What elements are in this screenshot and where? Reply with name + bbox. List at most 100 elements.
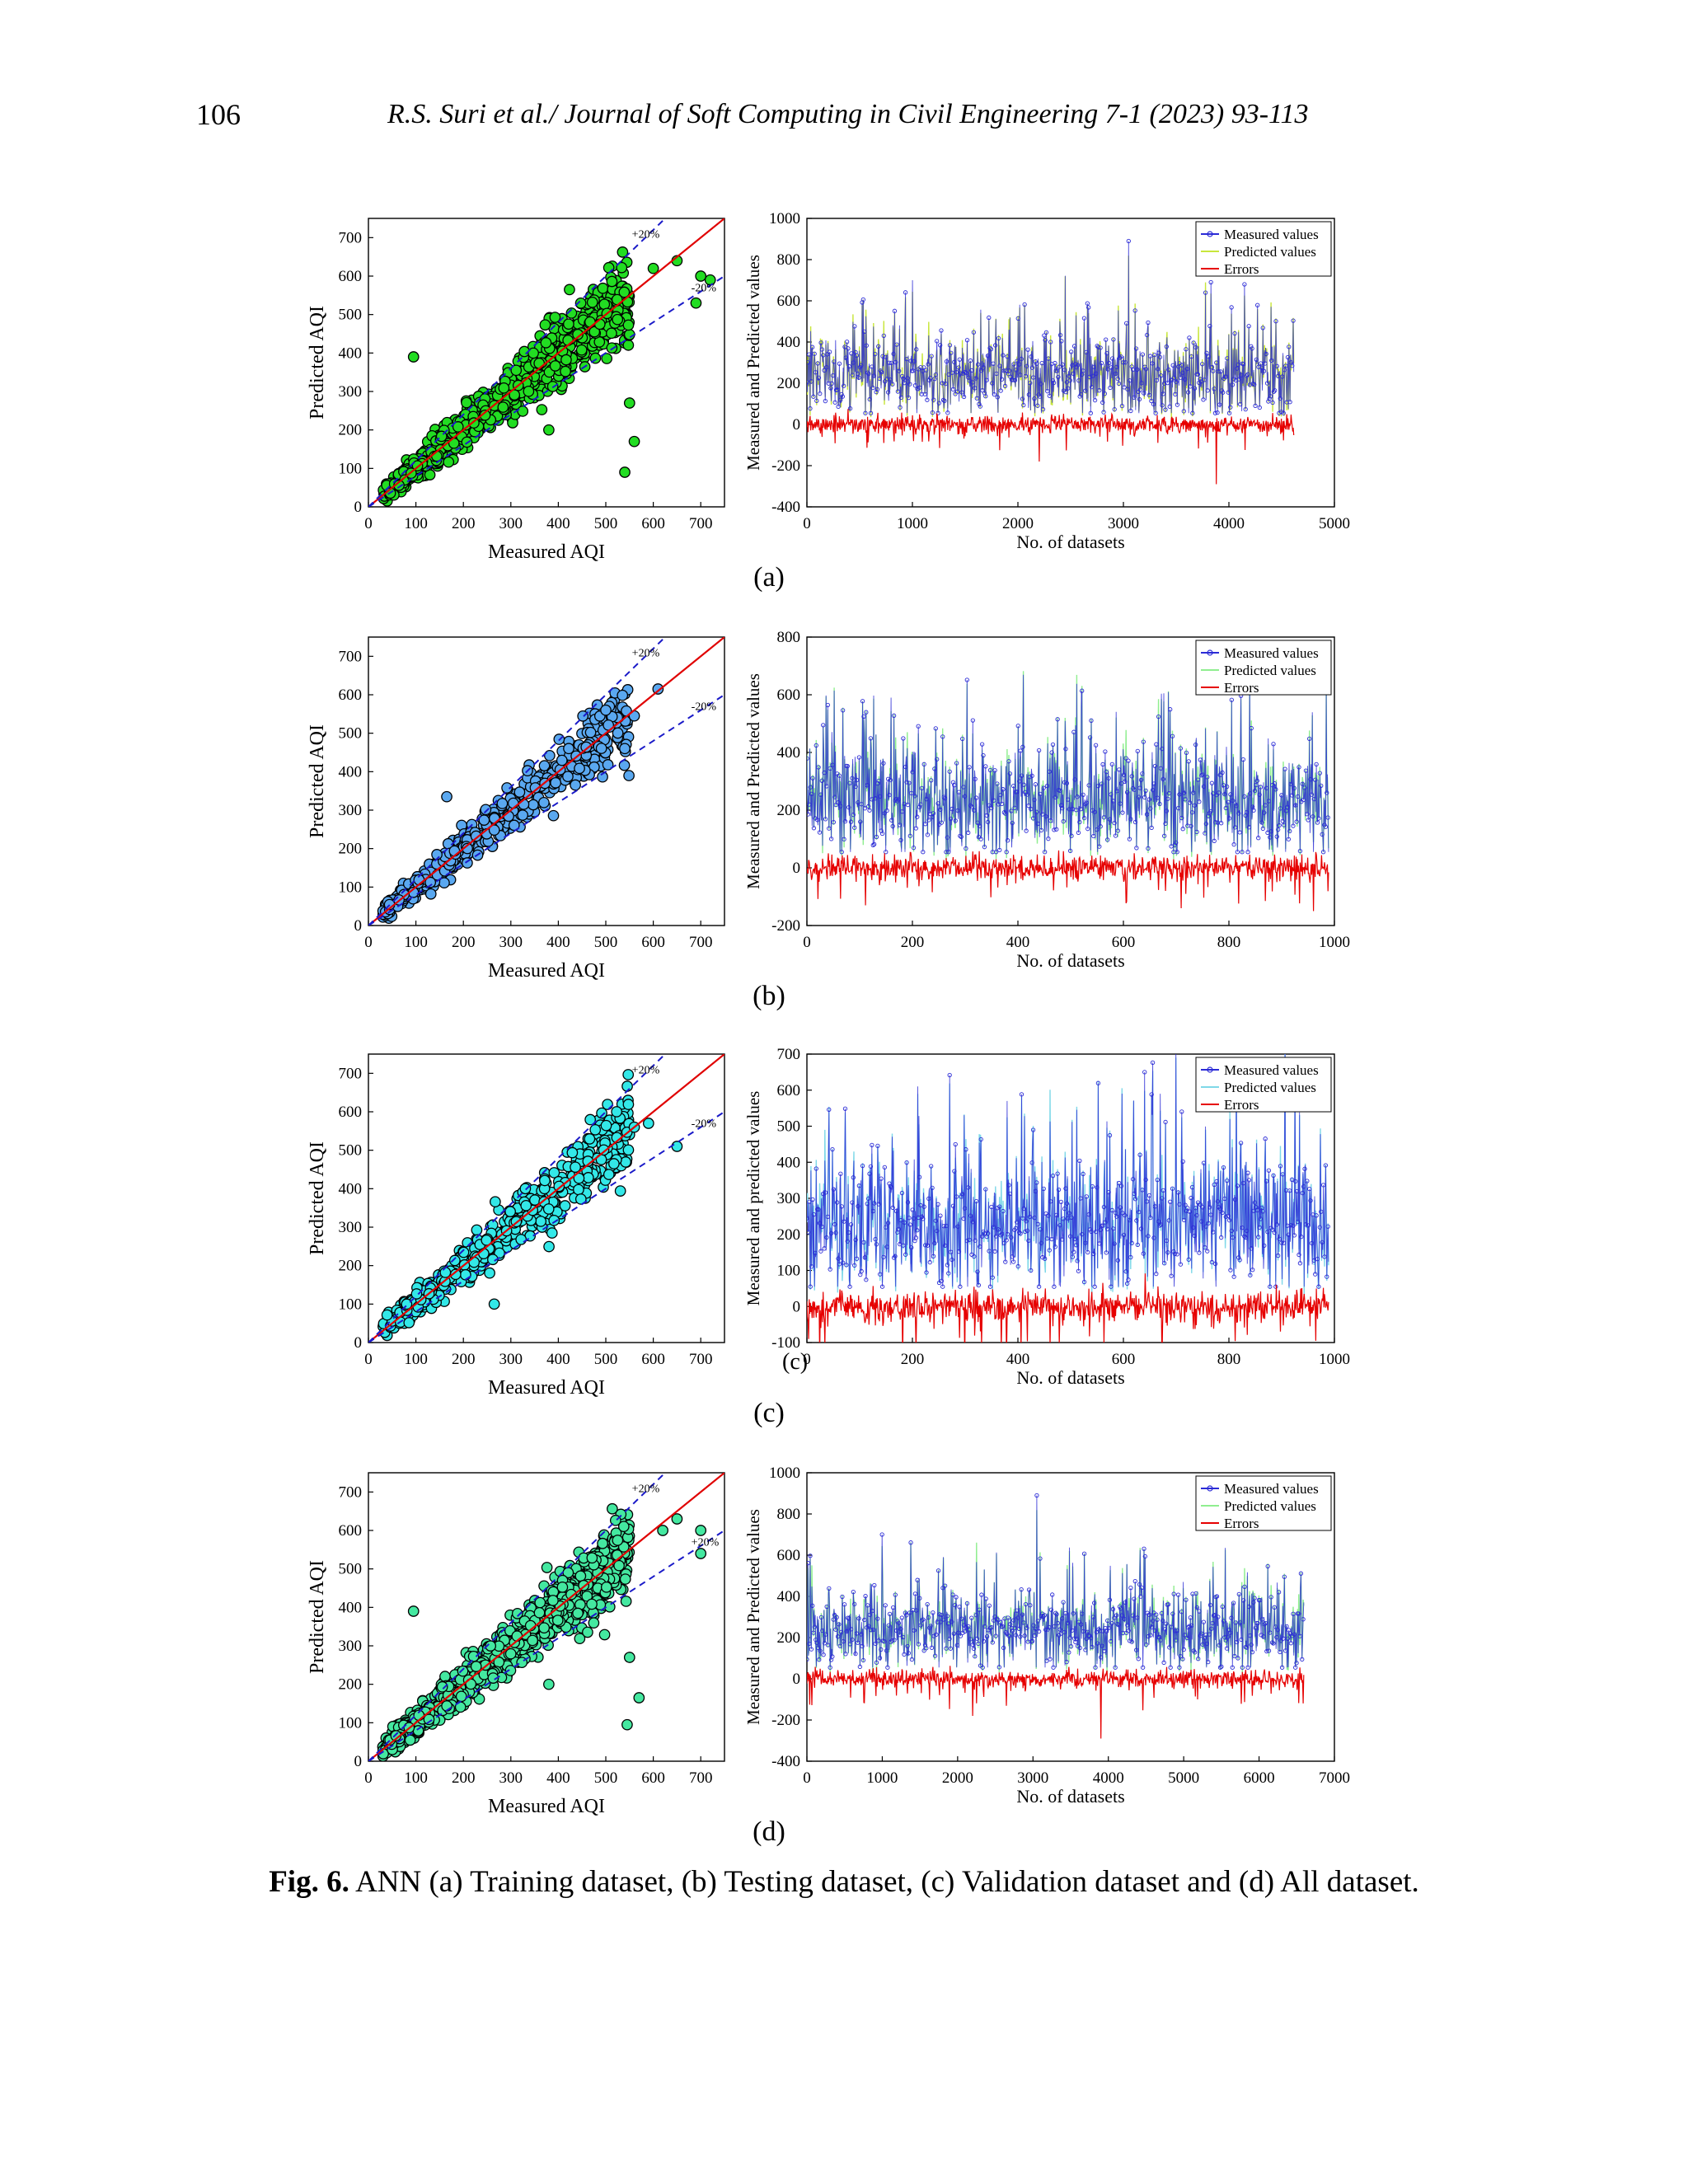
measured-point — [1290, 363, 1295, 368]
measured-point — [862, 806, 868, 811]
scatter-xtick-label: 700 — [689, 1769, 713, 1787]
measured-point — [1121, 772, 1127, 777]
scatter-point — [622, 319, 635, 331]
measured-point — [1087, 735, 1093, 740]
measured-point — [1090, 1184, 1095, 1189]
measured-point — [930, 1185, 935, 1191]
measured-point — [1201, 784, 1207, 789]
measured-point — [1228, 405, 1233, 410]
measured-point — [1047, 393, 1053, 398]
measured-point — [1067, 1211, 1071, 1216]
measured-point — [1155, 1177, 1160, 1183]
measured-point — [1197, 1250, 1202, 1255]
scatter-point — [564, 284, 575, 296]
measured-point — [1048, 818, 1053, 823]
measured-point — [930, 814, 935, 820]
measured-point — [969, 804, 974, 809]
measured-point — [1098, 345, 1103, 350]
measured-point — [964, 846, 968, 851]
measured-point — [1021, 402, 1026, 408]
measured-point — [1306, 818, 1311, 823]
measured-point — [1098, 824, 1103, 829]
measured-point — [807, 1641, 812, 1647]
measured-point — [1070, 1254, 1076, 1259]
scatter-point — [580, 741, 593, 753]
measured-point — [884, 850, 889, 855]
measured-point — [818, 1615, 824, 1620]
series-xtick-label: 600 — [1112, 1351, 1136, 1368]
measured-point — [815, 818, 820, 823]
measured-point — [1023, 790, 1028, 794]
measured-point — [807, 1216, 809, 1221]
measured-point — [845, 1239, 850, 1244]
measured-point — [1209, 780, 1215, 785]
measured-point — [937, 343, 943, 348]
measured-point — [959, 1194, 964, 1199]
scatter-point — [549, 312, 561, 323]
measured-point — [967, 765, 972, 770]
measured-point — [856, 1640, 860, 1645]
scatter-ytick-label: 200 — [339, 1676, 363, 1694]
measured-point — [1010, 1254, 1015, 1259]
measured-point — [830, 373, 836, 378]
measured-point — [1030, 816, 1036, 821]
measured-point — [1071, 371, 1076, 376]
scatter-frame — [368, 1472, 725, 1762]
measured-point — [1317, 1225, 1322, 1230]
measured-point — [823, 1190, 828, 1195]
measured-point — [1055, 1171, 1060, 1176]
measured-point — [931, 1610, 935, 1615]
measured-point — [919, 1618, 925, 1623]
measured-point — [922, 822, 928, 827]
measured-point — [939, 1278, 944, 1283]
scatter-xlabel: Measured AQI — [488, 960, 605, 982]
measured-point — [970, 718, 975, 723]
measured-point — [1156, 350, 1161, 355]
scatter-point — [584, 1133, 596, 1145]
measured-point — [860, 1163, 865, 1169]
measured-point — [836, 799, 841, 805]
measured-point — [969, 1615, 974, 1620]
measured-point — [1307, 736, 1312, 742]
scatter-point — [573, 1172, 585, 1184]
measured-point — [846, 346, 851, 351]
series-frame — [806, 218, 1335, 508]
measured-point — [1220, 1210, 1225, 1216]
measured-point — [818, 391, 823, 396]
measured-point — [1214, 1179, 1219, 1184]
measured-point — [902, 381, 907, 386]
scatter-ylabel: Predicted AQI — [307, 1560, 328, 1674]
measured-point — [1081, 316, 1087, 321]
scatter-point — [539, 1174, 551, 1187]
measured-point — [1254, 357, 1259, 363]
measured-point — [831, 819, 837, 825]
measured-point — [962, 1206, 968, 1211]
measured-point — [1222, 1196, 1227, 1202]
series-ylabel: Measured and Predicted values — [743, 255, 763, 471]
measured-point — [1226, 1217, 1232, 1223]
scatter-ytick-label: 600 — [339, 1104, 363, 1121]
measured-point — [935, 1568, 941, 1573]
measured-point — [1050, 1174, 1056, 1179]
scatter-xtick-label: 200 — [452, 1351, 476, 1368]
series-ytick-label: 200 — [777, 1226, 801, 1244]
measured-point — [1048, 340, 1053, 344]
series-ytick-label: 400 — [777, 1154, 801, 1171]
measured-point — [1248, 791, 1253, 796]
measured-point — [958, 371, 964, 376]
measured-point — [1322, 1254, 1327, 1259]
measured-point — [814, 1166, 818, 1171]
measured-point — [1254, 782, 1259, 788]
measured-point — [935, 1228, 940, 1234]
measured-point — [1137, 785, 1142, 790]
measured-point — [1012, 805, 1017, 810]
measured-point — [1208, 1212, 1213, 1217]
measured-point — [1013, 1226, 1019, 1230]
measured-point — [950, 806, 954, 812]
measured-point — [1179, 1109, 1184, 1114]
measured-point — [1156, 714, 1161, 719]
measured-point — [978, 1137, 983, 1142]
lower-bound-line — [368, 275, 724, 507]
measured-point — [911, 846, 917, 851]
measured-point — [1093, 1229, 1099, 1235]
